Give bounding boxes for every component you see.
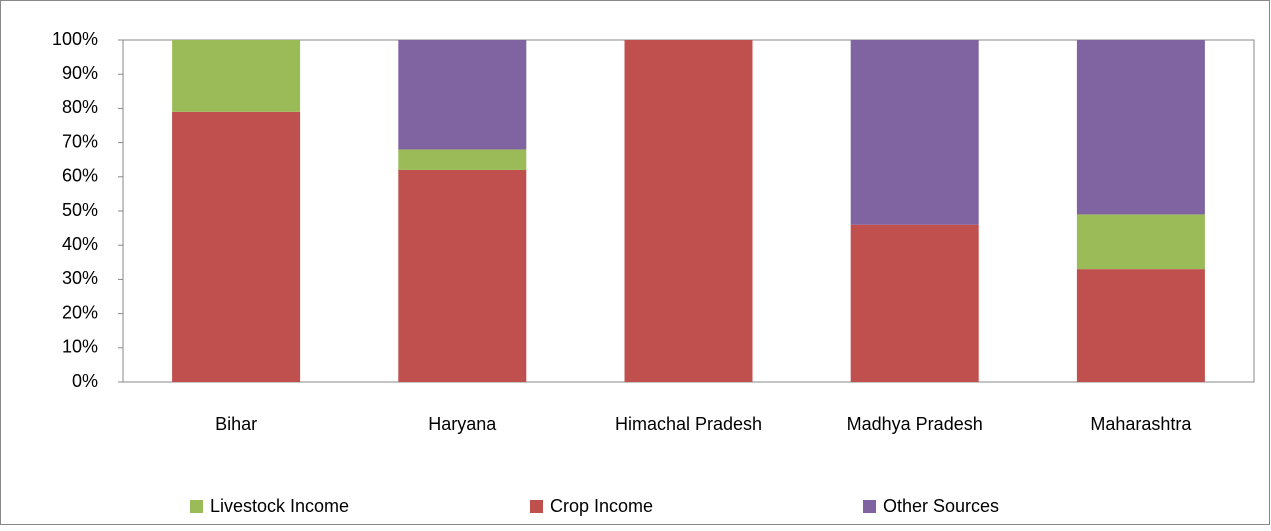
bar-segment [850,40,979,225]
y-tick-label: 80% [62,97,98,117]
y-tick-label: 90% [62,63,98,83]
x-tick-label: Bihar [215,414,257,434]
y-tick-label: 50% [62,200,98,220]
bar-segment [172,111,301,382]
bar-segment [1076,40,1205,215]
y-tick-label: 40% [62,234,98,254]
y-tick-label: 0% [72,371,98,391]
legend-label: Crop Income [550,496,653,516]
y-tick-label: 100% [52,29,98,49]
y-tick-label: 70% [62,131,98,151]
legend-label: Livestock Income [210,496,349,516]
y-tick-label: 10% [62,337,98,357]
bar-segment [398,169,527,382]
legend-swatch [863,500,876,513]
y-tick-label: 60% [62,166,98,186]
legend-swatch [190,500,203,513]
bar-segment [398,40,527,150]
bar-segment [172,40,301,112]
bar-segment [850,224,979,382]
x-tick-label: Madhya Pradesh [847,414,983,434]
bar-segment [1076,269,1205,382]
y-tick-label: 30% [62,268,98,288]
x-tick-label: Maharashtra [1090,414,1192,434]
bar-segment [1076,214,1205,270]
legend-swatch [530,500,543,513]
bar-segment [624,40,753,382]
bar-segment [398,149,527,170]
y-tick-label: 20% [62,302,98,322]
legend-label: Other Sources [883,496,999,516]
x-tick-label: Himachal Pradesh [615,414,762,434]
x-tick-label: Haryana [428,414,497,434]
